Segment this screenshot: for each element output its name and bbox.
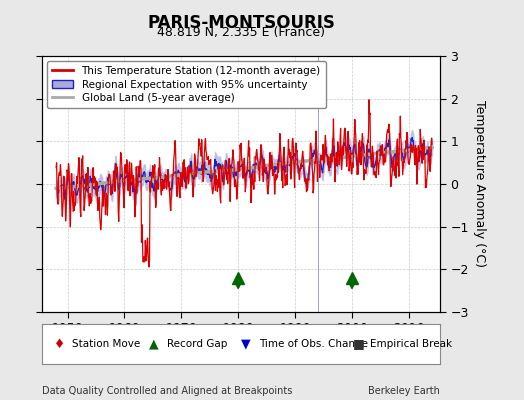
Text: ♦: ♦ — [54, 338, 65, 350]
Text: ▼: ▼ — [241, 338, 250, 350]
Text: Record Gap: Record Gap — [167, 339, 228, 349]
Text: ▲: ▲ — [149, 338, 159, 350]
Y-axis label: Temperature Anomaly (°C): Temperature Anomaly (°C) — [473, 100, 486, 268]
Legend: This Temperature Station (12-month average), Regional Expectation with 95% uncer: This Temperature Station (12-month avera… — [47, 61, 326, 108]
Text: 48.819 N, 2.335 E (France): 48.819 N, 2.335 E (France) — [157, 26, 325, 39]
Text: Berkeley Earth: Berkeley Earth — [368, 386, 440, 396]
Text: ■: ■ — [353, 338, 364, 350]
Text: Station Move: Station Move — [72, 339, 140, 349]
Text: Time of Obs. Change: Time of Obs. Change — [259, 339, 368, 349]
Text: PARIS-MONTSOURIS: PARIS-MONTSOURIS — [147, 14, 335, 32]
Text: Empirical Break: Empirical Break — [370, 339, 453, 349]
Text: Data Quality Controlled and Aligned at Breakpoints: Data Quality Controlled and Aligned at B… — [42, 386, 292, 396]
